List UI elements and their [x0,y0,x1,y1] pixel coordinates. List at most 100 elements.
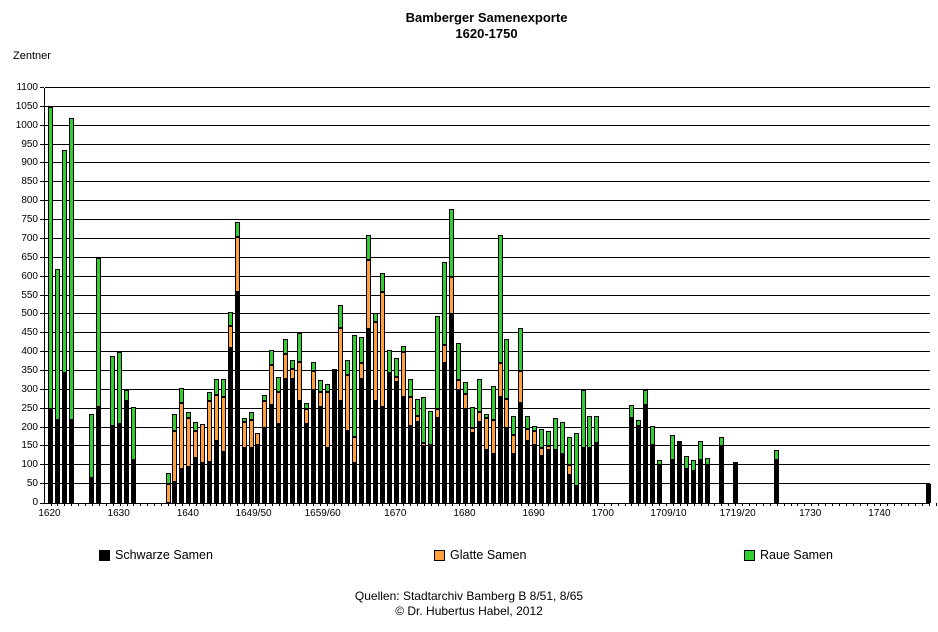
x-tick-1649 [251,503,253,506]
bar-1652-schwarze [269,404,275,503]
bar-1710-raue [670,435,676,460]
bar-1662 [338,304,344,503]
x-tick-1654 [285,503,287,506]
bar-1699 [594,416,600,503]
bar-1658 [310,361,316,503]
bar-1696-raue [573,433,579,487]
bar-1647-glatte [234,237,240,292]
footer-copyright: © Dr. Hubertus Habel, 2012 [395,604,543,618]
x-tick-1743 [901,503,903,506]
x-tick-1638 [174,503,176,506]
bar-1679-schwarze [456,389,462,503]
x-tick-1720 [742,503,744,506]
y-label-800: 800 [21,195,38,207]
gridline-400 [45,351,930,353]
bar-1708-schwarze [656,465,662,503]
bar-1715-schwarze [705,465,711,503]
y-label-1000: 1000 [15,119,38,131]
bar-1711-raue [677,440,683,443]
x-tick-1746 [921,503,923,506]
bar-1671-schwarze [400,397,406,503]
x-tick-1626 [91,503,93,506]
x-tick-1748 [935,503,937,506]
bar-1677 [442,261,448,503]
x-tick-1620 [50,503,52,506]
gridline-300 [45,388,930,390]
x-tick-1732 [825,503,827,506]
bar-1704 [628,404,634,503]
legend-label: Raue Samen [760,548,833,562]
x-label-1640: 1640 [176,508,199,519]
x-tick-1741 [887,503,889,506]
bar-1653-glatte [276,391,282,424]
bar-1645-glatte [220,397,226,453]
bar-1664-raue [352,335,358,437]
bar-1688 [518,327,524,503]
bar-1656-raue [296,333,302,362]
bar-1683-schwarze [483,450,489,503]
bar-1655 [290,359,296,503]
bar-1705-raue [635,420,641,426]
y-tick-0 [40,503,44,504]
bar-1643-raue [207,391,213,402]
bar-1640-glatte [186,418,192,468]
x-tick-1678 [451,503,453,506]
x-tick-1631 [126,503,128,506]
bar-1680-raue [462,382,468,394]
gridline-750 [45,219,930,221]
bar-1662-schwarze [338,401,344,503]
bar-1623-raue [68,118,74,420]
bar-1654-glatte [283,353,289,379]
x-tick-1636 [161,503,163,506]
bar-1658-glatte [310,370,316,390]
bar-1714 [698,440,704,503]
bar-1663-schwarze [345,431,351,503]
bar-1641-schwarze [193,457,199,503]
gridline-1100 [45,87,930,88]
bar-1630-raue [117,352,123,424]
y-label-450: 450 [21,327,38,339]
bar-1654 [283,338,289,503]
bar-1691-raue [539,429,545,449]
y-tick-1000 [40,124,44,126]
bar-1698-schwarze [587,448,593,503]
bar-1671-raue [400,346,406,353]
bar-1717-schwarze [718,446,724,503]
bar-1680 [462,382,468,503]
bar-1643-glatte [207,401,213,462]
x-tick-1652 [271,503,273,506]
bar-1672-glatte [407,397,413,426]
x-tick-1657 [306,503,308,506]
bar-1690-raue [532,425,538,432]
x-tick-1640 [188,503,190,506]
gridline-550 [45,294,930,296]
bar-1695-glatte [566,465,572,475]
bar-1672 [407,378,413,503]
bar-1669-raue [386,350,392,373]
legend-swatch-icon [744,549,755,561]
bar-1668 [379,272,385,503]
bar-1672-schwarze [407,425,413,503]
bar-1692-raue [545,431,551,447]
bar-1664-schwarze [352,463,358,503]
bar-1687-schwarze [511,453,517,503]
bar-1705 [635,420,641,503]
bar-1640-schwarze [186,467,192,503]
x-tick-1711 [679,503,681,506]
x-tick-1637 [168,503,170,506]
bar-1699-schwarze [594,442,600,503]
y-label-200: 200 [21,421,38,433]
bar-1693-schwarze [552,450,558,503]
bar-1704-raue [628,404,634,419]
x-tick-1736 [852,503,854,506]
bar-1747 [926,484,932,503]
bar-1706-raue [642,389,648,405]
bar-1659-glatte [317,391,323,407]
x-tick-1692 [548,503,550,506]
x-tick-1715 [707,503,709,506]
bar-1639-schwarze [179,469,185,503]
bar-1675-glatte [428,444,434,447]
bar-1687 [511,416,517,503]
bar-1639 [179,387,185,503]
gridline-800 [45,200,930,202]
